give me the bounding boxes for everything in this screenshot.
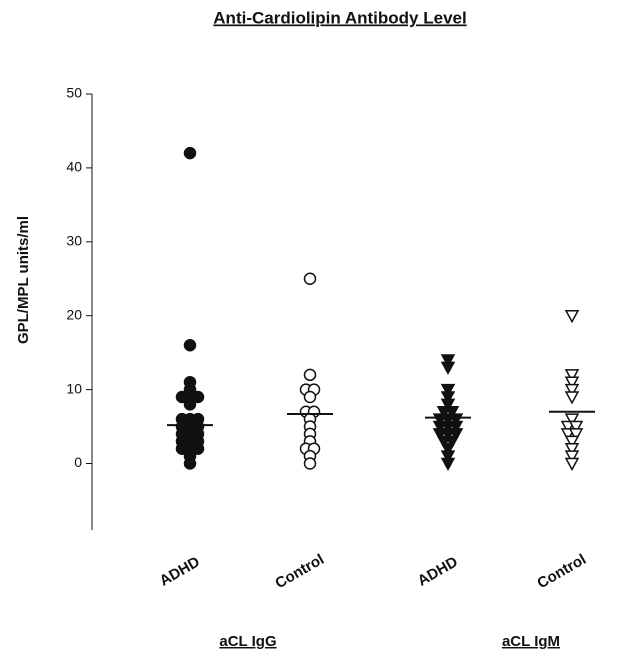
data-point xyxy=(440,361,456,375)
data-point xyxy=(444,406,460,420)
data-point xyxy=(183,457,197,470)
data-point xyxy=(440,442,456,457)
data-point xyxy=(303,368,317,382)
data-point xyxy=(568,428,584,442)
data-point xyxy=(564,457,580,472)
group-label: aCL IgG xyxy=(219,633,276,650)
y-tick-label: 0 xyxy=(74,454,82,470)
data-point xyxy=(440,354,456,368)
data-point xyxy=(440,391,456,405)
y-tick-label: 10 xyxy=(66,380,82,396)
x-tick-label: ADHD xyxy=(157,553,203,589)
data-point xyxy=(564,383,580,398)
data-point xyxy=(564,369,580,383)
data-point xyxy=(303,457,317,470)
group-label: aCL IgM xyxy=(502,633,560,650)
y-axis-title: GPL/MPL units/ml xyxy=(15,216,32,344)
data-point xyxy=(183,146,197,160)
data-point xyxy=(564,435,580,449)
data-point xyxy=(183,339,197,352)
data-point xyxy=(440,450,456,464)
data-point xyxy=(183,398,197,411)
data-point xyxy=(303,390,317,404)
data-point xyxy=(440,398,456,412)
data-point xyxy=(191,442,205,455)
data-point xyxy=(191,390,205,404)
data-point xyxy=(564,442,580,457)
chart-title: Anti-Cardiolipin Antibody Level xyxy=(213,8,466,27)
y-tick-label: 20 xyxy=(66,306,82,322)
data-point xyxy=(444,435,460,449)
data-point xyxy=(448,428,464,442)
data-point xyxy=(440,383,456,398)
x-tick-label: ADHD xyxy=(415,553,461,589)
data-point xyxy=(303,272,317,285)
data-point xyxy=(448,420,464,435)
data-point xyxy=(568,420,584,435)
x-tick-label: Control xyxy=(534,551,589,592)
y-tick-label: 40 xyxy=(66,159,82,175)
data-point xyxy=(564,450,580,464)
data-point xyxy=(440,457,456,472)
data-point xyxy=(564,376,580,390)
y-tick-label: 50 xyxy=(66,85,82,101)
y-tick-label: 30 xyxy=(66,232,82,248)
data-point xyxy=(564,391,580,405)
x-tick-label: Control xyxy=(272,551,327,592)
data-point xyxy=(564,309,580,324)
data-point xyxy=(564,413,580,427)
